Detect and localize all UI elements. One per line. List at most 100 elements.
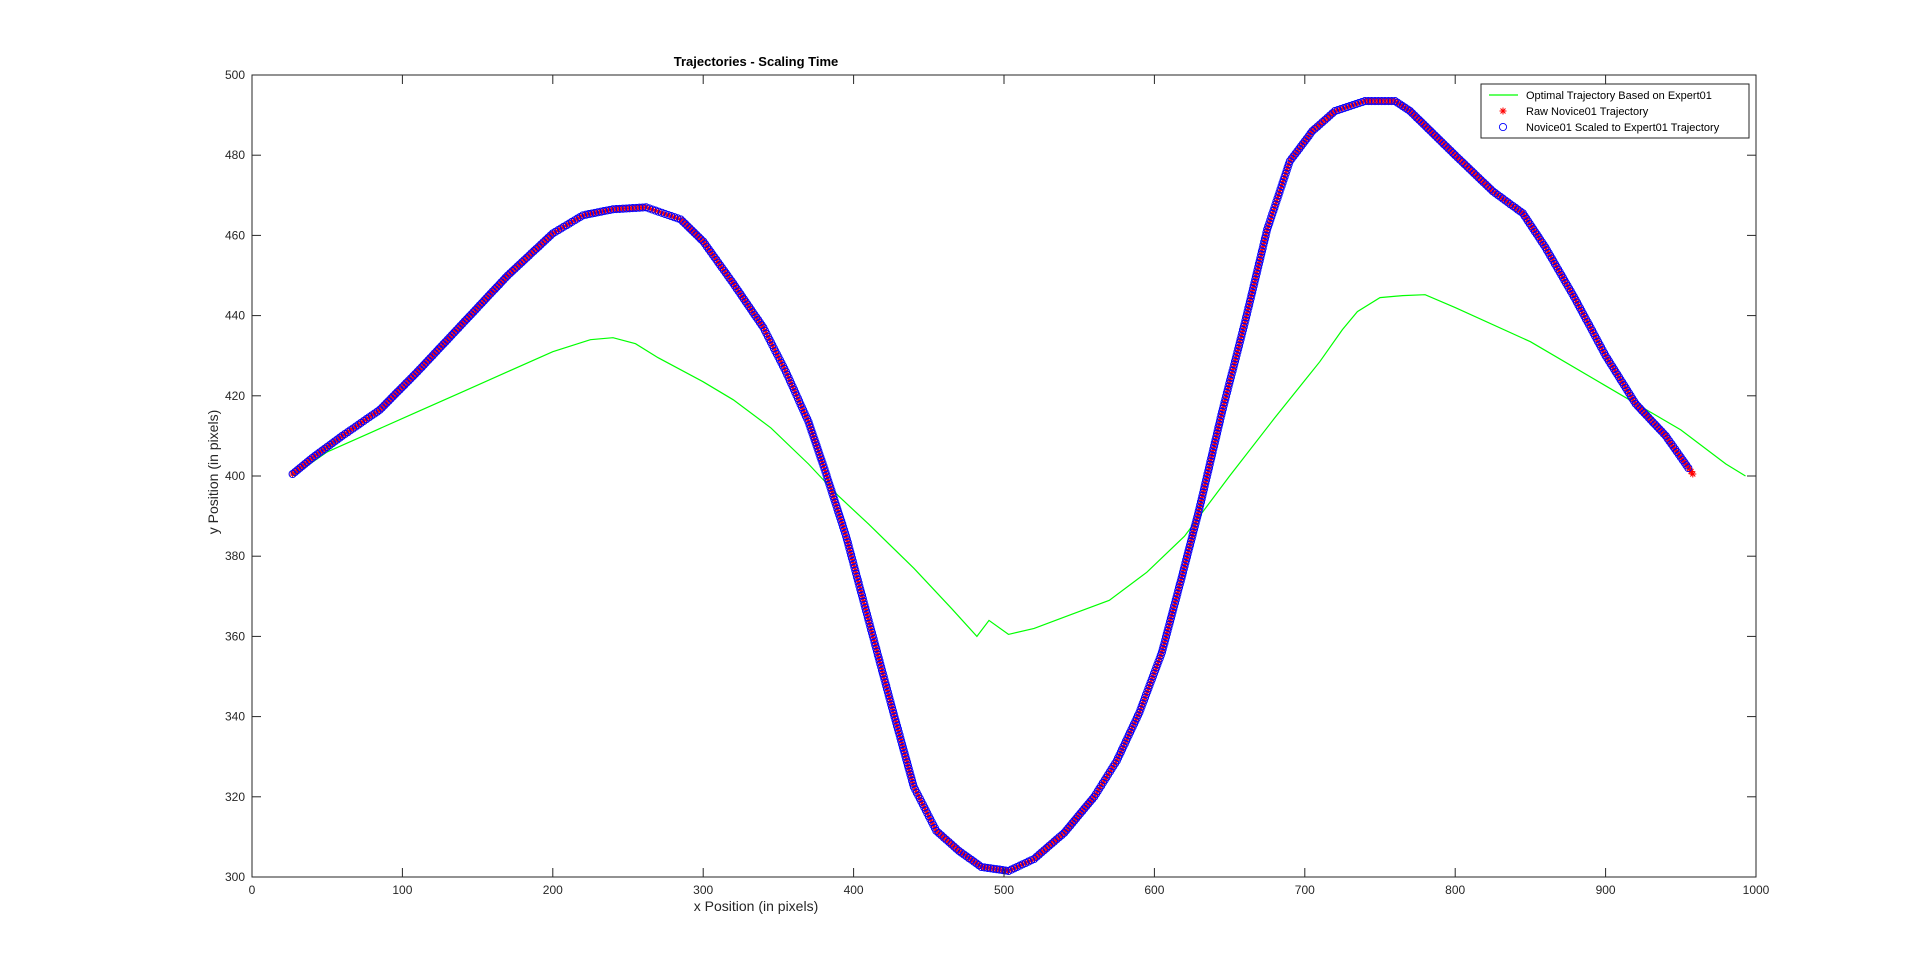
scaled-novice-marker [860, 600, 869, 609]
scaled-novice-marker [1644, 413, 1653, 422]
y-tick-label: 360 [225, 629, 245, 643]
x-tick-label: 900 [1596, 883, 1616, 897]
y-tick-label: 500 [225, 68, 245, 82]
scaled-novice-marker [1674, 450, 1683, 459]
scaled-novice-marker [354, 420, 363, 429]
scaled-novice-marker [1084, 799, 1093, 809]
legend-swatch-raw-novice [1499, 107, 1507, 115]
x-tick-label: 0 [249, 883, 256, 897]
scaled-novice-marker [1182, 555, 1191, 564]
scaled-novice-marker [1370, 97, 1380, 106]
scaled-novice-marker [590, 208, 599, 217]
scaled-novice-marker [852, 569, 861, 578]
scaled-novice-marker [838, 519, 847, 528]
scaled-novice-marker [1640, 408, 1649, 418]
scaled-novice-marker [846, 547, 855, 556]
scaled-novice-marker [424, 356, 433, 365]
scaled-novice-marker [856, 585, 865, 594]
scaled-novice-marker [395, 385, 404, 394]
scaled-novice-marker [1635, 404, 1645, 413]
scaled-novice-marker [905, 767, 914, 776]
legend-entry-label: Optimal Trajectory Based on Expert01 [1526, 90, 1712, 102]
scaled-novice-marker [1374, 97, 1383, 106]
scaled-novice-marker [1070, 816, 1079, 825]
scaled-novice-marker [1210, 438, 1219, 447]
scaled-novice-marker [1313, 122, 1322, 131]
scaled-novice-marker [1076, 809, 1085, 818]
scaled-novice-marker [495, 280, 504, 289]
scaled-novice-marker [520, 255, 529, 265]
scaled-novice-marker [896, 734, 905, 743]
scaled-novice-marker [1244, 303, 1253, 312]
scaled-novice-marker [612, 205, 621, 214]
scaled-novice-marker [853, 575, 862, 584]
scaled-novice-marker [1415, 115, 1424, 124]
scaled-novice-marker [1166, 614, 1175, 623]
scaled-novice-marker [886, 697, 895, 706]
scaled-novice-marker [443, 335, 452, 344]
scaled-novice-marker [406, 374, 415, 383]
scaled-novice-marker [986, 864, 995, 873]
scaled-novice-marker [690, 228, 699, 237]
scaled-novice-marker [899, 746, 908, 755]
scaled-novice-marker [499, 276, 508, 285]
scaled-novice-marker [462, 314, 471, 324]
scaled-novice-marker [862, 610, 872, 619]
scaled-novice-marker [1430, 131, 1439, 140]
scaled-novice-marker [1196, 500, 1205, 510]
scaled-novice-marker [1030, 854, 1039, 864]
scaled-novice-marker [1196, 497, 1206, 506]
scaled-novice-marker [1078, 807, 1087, 816]
scaled-novice-marker [625, 204, 634, 213]
scaled-novice-marker [525, 251, 534, 260]
scaled-novice-marker [1226, 376, 1235, 385]
scaled-novice-marker [628, 204, 637, 213]
scaled-novice-marker [373, 407, 382, 416]
scaled-novice-marker [1380, 97, 1390, 106]
scaled-novice-marker [421, 358, 431, 367]
scaled-novice-marker [1667, 439, 1676, 448]
scaled-novice-marker [952, 844, 961, 853]
scaled-novice-marker [1325, 111, 1334, 120]
scaled-novice-marker [872, 647, 882, 656]
scaled-novice-marker [1066, 821, 1075, 830]
scaled-novice-marker [1220, 398, 1229, 407]
scaled-novice-marker [868, 631, 877, 641]
scaled-novice-marker [1387, 97, 1396, 106]
scaled-novice-marker [1410, 111, 1419, 120]
scaled-novice-marker [992, 865, 1001, 874]
scaled-novice-marker [1230, 360, 1239, 369]
y-tick-label: 320 [225, 790, 245, 804]
y-tick-label: 440 [225, 309, 245, 323]
scaled-novice-marker [1182, 552, 1192, 561]
scaled-novice-marker [1467, 166, 1476, 176]
scaled-novice-marker [340, 429, 349, 439]
scaled-novice-marker [1455, 155, 1464, 164]
scaled-novice-marker [1484, 182, 1493, 191]
scaled-novice-marker [501, 273, 510, 282]
legend-swatch-scaled-novice [1498, 122, 1508, 132]
scaled-novice-marker [1035, 850, 1044, 859]
scaled-novice-marker [1250, 278, 1259, 287]
scaled-novice-marker [359, 416, 368, 426]
scaled-novice-marker [855, 582, 864, 591]
scaled-novice-marker [1162, 629, 1171, 638]
scaled-novice-marker [288, 469, 297, 479]
x-tick-label: 1000 [1743, 883, 1770, 897]
scaled-novice-marker [1206, 457, 1215, 466]
scaled-novice-marker [942, 835, 951, 844]
scaled-novice-marker [602, 206, 611, 215]
scaled-novice-marker [522, 253, 531, 262]
scaled-novice-marker [878, 669, 887, 678]
scaled-novice-marker [714, 258, 723, 267]
scaled-novice-marker [1451, 151, 1460, 160]
scaled-novice-marker [506, 269, 515, 278]
x-tick-label: 100 [392, 883, 412, 897]
scaled-novice-marker [375, 405, 384, 414]
scaled-novice-marker [417, 363, 426, 372]
scaled-novice-marker [1306, 129, 1315, 138]
scaled-novice-marker [484, 292, 493, 301]
scaled-novice-marker [1180, 562, 1189, 571]
scaled-novice-marker [510, 264, 519, 273]
scaled-novice-marker [1192, 516, 1201, 525]
